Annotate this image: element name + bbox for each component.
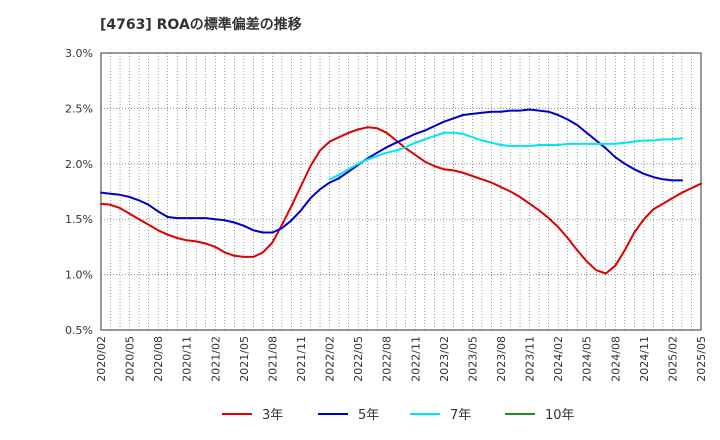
x-tick-label: 2024/08 [609, 336, 622, 382]
x-tick-label: 2020/05 [124, 336, 137, 382]
y-tick-label: 2.0% [65, 158, 93, 171]
x-tick-label: 2021/05 [238, 336, 251, 382]
x-tick-label: 2025/05 [695, 336, 708, 382]
x-tick-label: 2022/05 [352, 336, 365, 382]
x-tick-label: 2020/11 [181, 336, 194, 382]
legend-label-2: 5年 [358, 408, 379, 423]
x-tick-label: 2023/02 [438, 336, 451, 382]
legend-label-4: 10年 [545, 408, 575, 423]
x-tick-label: 2020/08 [152, 336, 165, 382]
plot-area-border [100, 52, 702, 331]
x-tick-label: 2022/11 [409, 336, 422, 382]
series-lines [100, 108, 702, 275]
x-tick-label: 2023/11 [524, 336, 537, 382]
legend: 3年 5年 7年 10年 [222, 408, 575, 423]
grid-lines [100, 52, 702, 331]
x-tick-label: 2021/11 [295, 336, 308, 382]
y-tick-label: 1.0% [65, 269, 93, 282]
plot-frame [100, 52, 702, 331]
x-tick-label: 2020/02 [95, 336, 108, 382]
y-tick-label: 0.5% [65, 324, 93, 337]
x-tick-label: 2024/05 [581, 336, 594, 382]
y-tick-label: 2.5% [65, 102, 93, 115]
x-tick-label: 2023/05 [466, 336, 479, 382]
x-tick-label: 2023/08 [495, 336, 508, 382]
x-tick-label: 2025/02 [666, 336, 679, 382]
series-line-1 [100, 126, 702, 275]
series-line-2 [100, 108, 683, 234]
x-tick-label: 2021/02 [209, 336, 222, 382]
y-tick-label: 3.0% [65, 47, 93, 60]
legend-label-3: 7年 [450, 408, 471, 423]
x-tick-label: 2021/08 [266, 336, 279, 382]
legend-label-1: 3年 [262, 408, 283, 423]
y-tick-label: 1.5% [65, 213, 93, 226]
y-axis-tick-labels: 3.0% 2.5% 2.0% 1.5% 1.0% 0.5% [65, 47, 93, 337]
x-axis-tick-labels: 2020/02 2020/05 2020/08 2020/11 2021/02 2021/… [95, 336, 708, 382]
x-tick-label: 2022/02 [324, 336, 337, 382]
x-tick-label: 2024/02 [552, 336, 565, 382]
x-tick-label: 2024/11 [638, 336, 651, 382]
chart-title: [4763] ROAの標準偏差の推移 [100, 17, 302, 33]
x-tick-label: 2022/08 [381, 336, 394, 382]
series-line-3 [328, 131, 683, 181]
